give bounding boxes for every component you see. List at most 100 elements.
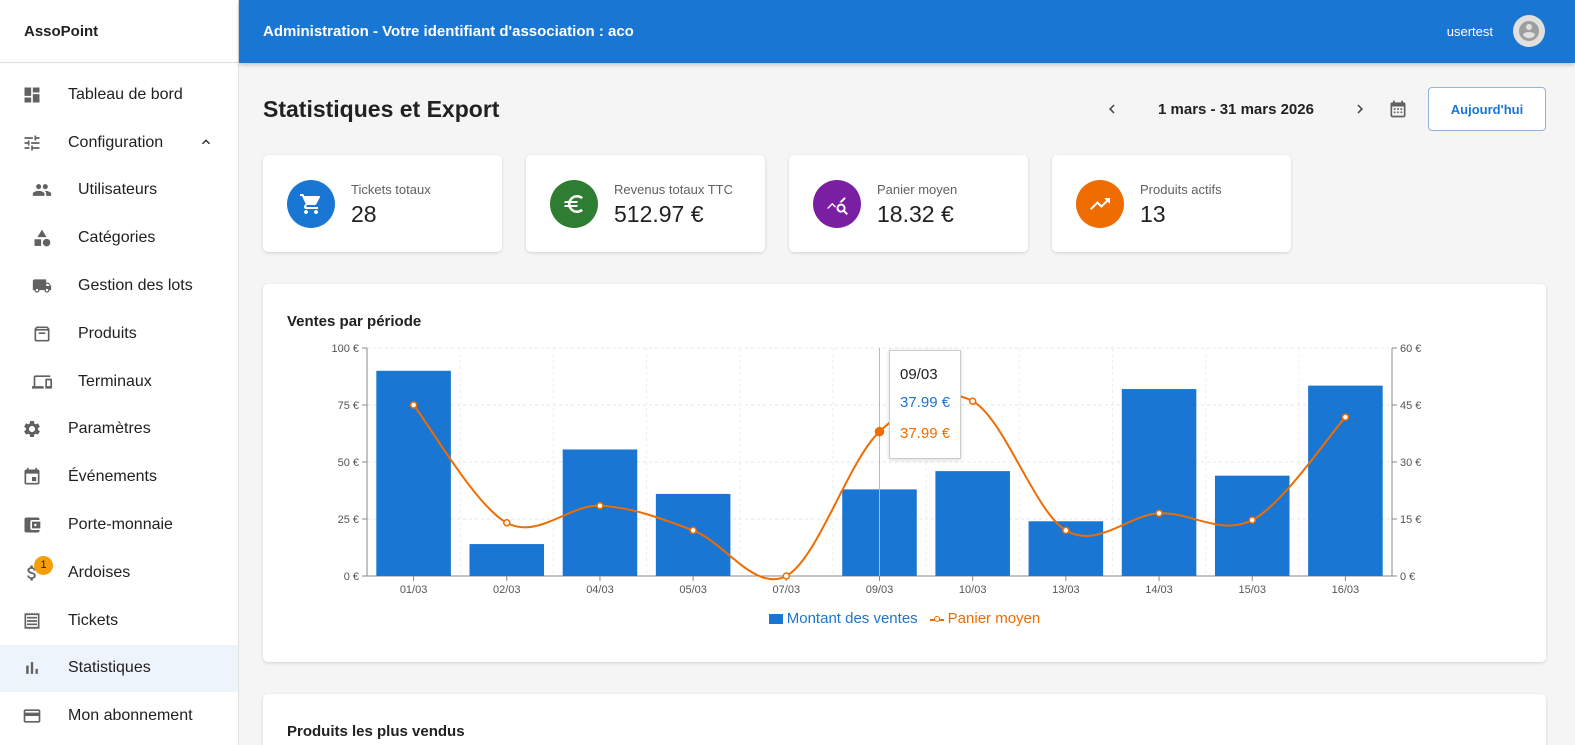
sidebar-item-label: Statistiques bbox=[68, 659, 151, 677]
stat-label: Tickets totaux bbox=[351, 182, 431, 197]
x-tick-label: 04/03 bbox=[586, 584, 614, 596]
stat-card-revenus: Revenus totaux TTC 512.97 € bbox=[526, 155, 765, 252]
dashboard-icon bbox=[22, 85, 42, 105]
top-products-title: Produits les plus vendus bbox=[287, 723, 465, 740]
line-point bbox=[1248, 516, 1256, 524]
sidebar-item-label: Configuration bbox=[68, 133, 164, 151]
sidebar-item-categories[interactable]: Catégories bbox=[0, 214, 238, 262]
y-tick-label-left: 25 € bbox=[338, 514, 359, 526]
sidebar-item-mon-abonnement[interactable]: Mon abonnement bbox=[0, 692, 238, 740]
sidebar: AssoPoint Tableau de bord Configuration … bbox=[0, 0, 239, 745]
tooltip-sales-value: 37.99 € bbox=[900, 394, 951, 411]
users-icon bbox=[32, 180, 52, 200]
date-range: 1 mars - 31 mars 2026 bbox=[1158, 100, 1314, 118]
ardoises-badge: 1 bbox=[34, 555, 53, 575]
bar bbox=[1121, 389, 1197, 576]
sidebar-item-ardoises[interactable]: 1 Ardoises bbox=[0, 549, 238, 597]
sidebar-item-terminaux[interactable]: Terminaux bbox=[0, 358, 238, 406]
line-point bbox=[782, 572, 791, 580]
chevron-left-icon bbox=[1109, 104, 1115, 114]
sidebar-item-tableau-de-bord[interactable]: Tableau de bord bbox=[0, 71, 238, 119]
sidebar-item-label: Mon abonnement bbox=[68, 707, 193, 725]
legend-label: Montant des ventes bbox=[786, 610, 918, 627]
account-icon bbox=[1519, 21, 1539, 41]
next-period-button[interactable] bbox=[1348, 97, 1372, 121]
y-tick-label-right: 15 € bbox=[1400, 514, 1421, 526]
legend-item-average[interactable]: Panier moyen bbox=[929, 610, 1041, 627]
credit-card-icon bbox=[22, 706, 42, 726]
x-tick-label: 14/03 bbox=[1145, 584, 1173, 596]
line-point bbox=[409, 401, 418, 409]
bar bbox=[469, 544, 545, 576]
x-tick-label: 15/03 bbox=[1238, 584, 1266, 596]
top-products-panel: Produits les plus vendus bbox=[263, 694, 1546, 745]
stat-value: 18.32 € bbox=[877, 201, 954, 227]
receipt-icon bbox=[22, 611, 42, 631]
topbar: Administration - Votre identifiant d'ass… bbox=[239, 0, 1575, 63]
legend-item-sales[interactable]: Montant des ventes bbox=[768, 610, 918, 627]
sidebar-item-gestion-des-lots[interactable]: Gestion des lots bbox=[0, 262, 238, 310]
sidebar-item-produits[interactable]: Produits bbox=[0, 310, 238, 358]
truck-icon bbox=[32, 276, 52, 296]
chart-title: Ventes par période bbox=[287, 313, 422, 330]
stat-card-tickets: Tickets totaux 28 bbox=[263, 155, 502, 252]
line-point bbox=[689, 526, 697, 535]
dollar-icon bbox=[22, 563, 42, 583]
line-point bbox=[1155, 509, 1163, 518]
legend-line-swatch bbox=[929, 614, 944, 624]
legend-bar-swatch bbox=[768, 613, 783, 624]
gear-icon bbox=[22, 419, 42, 439]
sales-chart[interactable]: 0 € 25 € 50 € 75 € 100 € 0 € 15 € 30 € 45 € 60 € 0… bbox=[263, 284, 1546, 662]
legend-label: Panier moyen bbox=[947, 610, 1041, 627]
stat-value: 512.97 € bbox=[614, 201, 704, 227]
sidebar-item-label: Porte-monnaie bbox=[68, 516, 173, 534]
x-tick-label: 05/03 bbox=[679, 584, 707, 596]
archive-icon bbox=[32, 324, 52, 344]
x-tick-label: 07/03 bbox=[773, 584, 801, 596]
previous-period-button[interactable] bbox=[1100, 97, 1124, 121]
sales-chart-panel: Ventes par période 0 €25 €50 €75 €100 €0… bbox=[263, 284, 1546, 662]
sidebar-item-parametres[interactable]: Paramètres bbox=[0, 406, 238, 454]
line-point bbox=[1341, 413, 1350, 421]
brand-logo[interactable]: AssoPoint bbox=[0, 0, 238, 63]
chevron-right-icon bbox=[1357, 104, 1363, 114]
y-tick-label-right: 45 € bbox=[1400, 400, 1421, 412]
y-tick-label-left: 75 € bbox=[338, 400, 359, 412]
sidebar-item-label: Utilisateurs bbox=[78, 181, 158, 199]
avatar[interactable] bbox=[1513, 15, 1545, 47]
calendar-event-icon bbox=[22, 467, 42, 487]
topbar-title: Administration - Votre identifiant d'ass… bbox=[263, 23, 634, 40]
stat-card-produits: Produits actifs 13 bbox=[1052, 155, 1291, 252]
stat-label: Panier moyen bbox=[877, 182, 958, 197]
username: usertest bbox=[1446, 23, 1493, 39]
devices-icon bbox=[32, 372, 52, 392]
chart-tooltip: 09/03 37.99 € 37.99 € bbox=[889, 350, 961, 459]
stat-value: 13 bbox=[1140, 201, 1166, 227]
sidebar-item-porte-monnaie[interactable]: Porte-monnaie bbox=[0, 501, 238, 549]
stat-label: Produits actifs bbox=[1140, 182, 1222, 197]
line-point bbox=[503, 519, 511, 527]
line-point bbox=[968, 397, 977, 405]
sidebar-nav: Tableau de bord Configuration Utilisateu… bbox=[0, 63, 238, 740]
today-button[interactable]: Aujourd'hui bbox=[1428, 87, 1546, 131]
sidebar-item-utilisateurs[interactable]: Utilisateurs bbox=[0, 167, 238, 215]
bar bbox=[935, 471, 1010, 576]
trending-up-icon bbox=[1076, 180, 1124, 228]
tune-icon bbox=[22, 133, 42, 153]
sidebar-item-statistiques[interactable]: Statistiques bbox=[0, 644, 238, 693]
sidebar-item-tickets[interactable]: Tickets bbox=[0, 597, 238, 645]
y-tick-label-left: 0 € bbox=[344, 571, 359, 583]
page-title: Statistiques et Export bbox=[263, 96, 500, 122]
tooltip-date: 09/03 bbox=[900, 366, 938, 383]
sidebar-item-evenements[interactable]: Événements bbox=[0, 453, 238, 501]
sidebar-item-label: Produits bbox=[78, 324, 137, 342]
x-tick-label: 09/03 bbox=[866, 584, 894, 596]
stat-value: 28 bbox=[351, 201, 377, 227]
chevron-up-icon[interactable] bbox=[198, 134, 214, 150]
sidebar-item-label: Catégories bbox=[78, 229, 156, 247]
sidebar-item-configuration[interactable]: Configuration bbox=[0, 119, 238, 167]
y-tick-label-right: 30 € bbox=[1400, 457, 1421, 469]
y-tick-label-right: 0 € bbox=[1400, 571, 1415, 583]
user-menu[interactable]: usertest bbox=[1447, 15, 1545, 47]
calendar-picker-button[interactable] bbox=[1386, 97, 1410, 121]
